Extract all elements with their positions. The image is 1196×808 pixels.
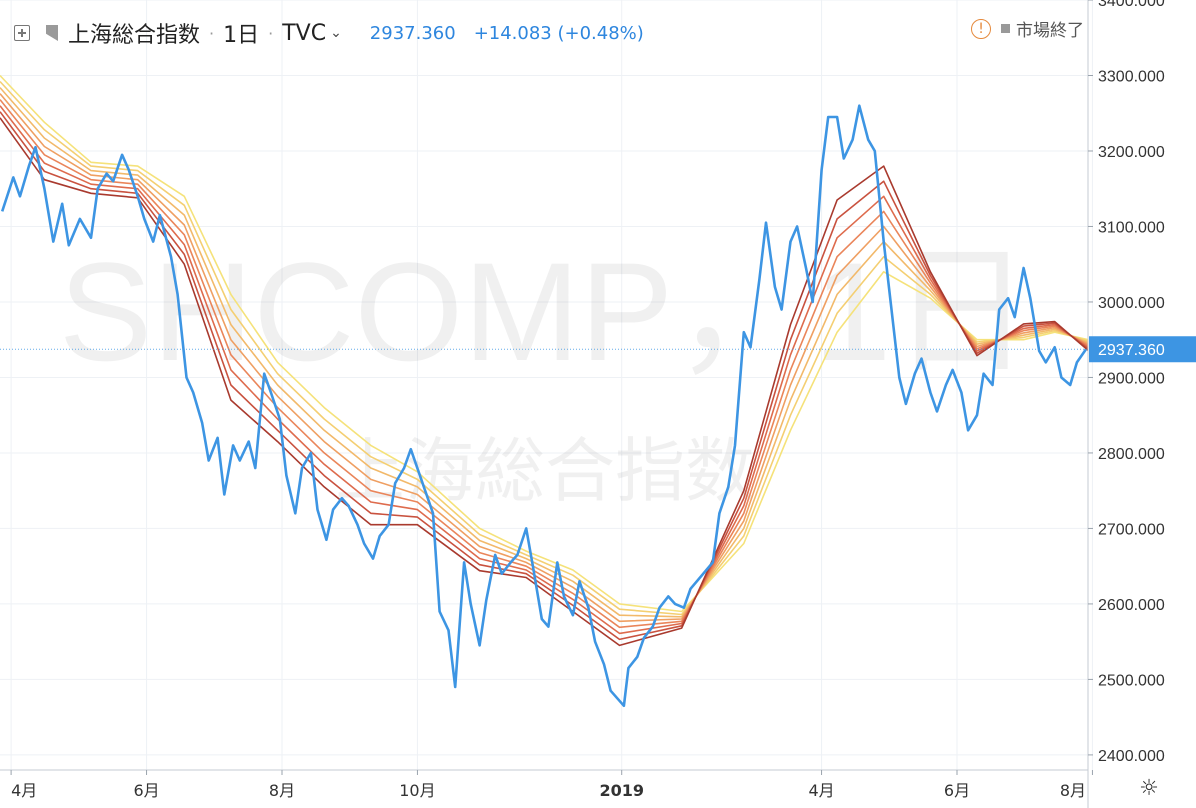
- y-tick-label: 2800.000: [1098, 446, 1165, 463]
- x-tick-label: 4月: [808, 781, 834, 800]
- separator-dot: ·: [209, 23, 215, 43]
- flag-icon[interactable]: [46, 25, 58, 41]
- chart-grid: [0, 0, 1093, 770]
- ribbon-line-8: [0, 117, 1089, 647]
- ribbon-line-4: [0, 93, 1089, 623]
- ribbon-line-6: [0, 105, 1089, 635]
- y-tick-label: 2400.000: [1098, 748, 1165, 765]
- legend-header: 上海総合指数 · 1日 · TVC ⌄ 2937.360 +14.083 (+0…: [14, 18, 644, 48]
- x-tick-label: 8月: [1060, 781, 1086, 800]
- last-price-label-bg: [1089, 336, 1196, 363]
- ma-ribbon: [0, 74, 1089, 647]
- y-tick-label: 2600.000: [1098, 597, 1165, 614]
- collapse-icon[interactable]: [14, 25, 30, 41]
- ribbon-line-1: [0, 74, 1089, 613]
- interval-label[interactable]: 1日: [223, 23, 260, 48]
- y-tick-label: 3000.000: [1098, 295, 1165, 312]
- market-status: ! 市場終了: [971, 16, 1084, 41]
- y-tick-label: 3100.000: [1098, 219, 1165, 236]
- x-tick-label: 10月: [399, 781, 435, 800]
- price-series: [0, 104, 1087, 708]
- market-status-text: 市場終了: [1016, 21, 1084, 41]
- y-tick-label: 2500.000: [1098, 672, 1165, 689]
- ribbon-line-2: [0, 80, 1089, 616]
- y-tick-label: 2900.000: [1098, 370, 1165, 387]
- symbol-name[interactable]: 上海総合指数: [68, 23, 201, 48]
- price-line: [0, 104, 1087, 708]
- y-tick-label: 3300.000: [1098, 68, 1165, 85]
- ribbon-line-3: [0, 87, 1089, 618]
- ribbon-line-5: [0, 99, 1089, 629]
- y-tick-label: 2700.000: [1098, 521, 1165, 538]
- ribbon-line-7: [0, 111, 1089, 641]
- x-tick-label: 6月: [133, 781, 159, 800]
- y-tick-label: 3200.000: [1098, 144, 1165, 161]
- price-change: +14.083 (+0.48%): [473, 22, 644, 44]
- x-tick-label: 8月: [269, 781, 295, 800]
- settings-icon[interactable]: ☼: [1139, 776, 1159, 801]
- time-axis[interactable]: 4月 6月 8月 10月 2019 4月 6月 8月: [0, 769, 1093, 800]
- y-tick-label: 3400.000: [1098, 0, 1165, 10]
- x-tick-label: 4月: [11, 781, 37, 800]
- status-square-icon: [1001, 24, 1010, 33]
- last-price: 2937.360: [369, 22, 456, 44]
- exchange-label[interactable]: TVC: [282, 20, 327, 46]
- price-axis[interactable]: 3400.000 3300.000 3200.000 3100.000 3000.000…: [1087, 0, 1165, 808]
- x-tick-label: 6月: [944, 781, 970, 800]
- x-tick-label: 2019: [599, 781, 644, 800]
- watermark-name: 上海総合指数: [335, 430, 755, 512]
- last-price-label: 2937.360: [1089, 336, 1196, 363]
- chevron-down-icon[interactable]: ⌄: [330, 25, 342, 41]
- separator-dot: ·: [268, 23, 274, 43]
- warning-icon[interactable]: !: [971, 18, 991, 39]
- last-price-label-text: 2937.360: [1098, 342, 1165, 359]
